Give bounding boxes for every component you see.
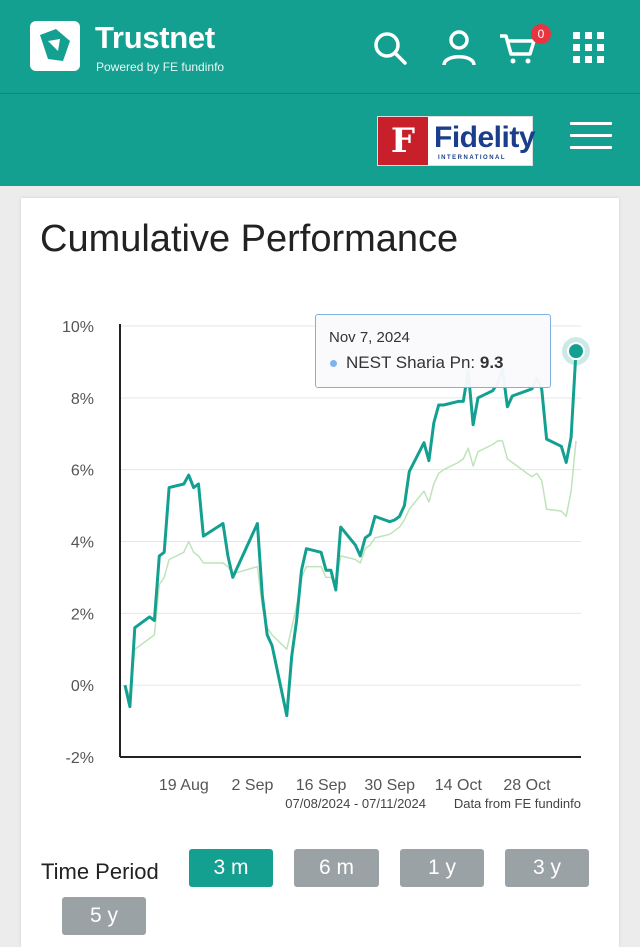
tooltip-value: 9.3	[479, 353, 504, 372]
tooltip-series-label: NEST Sharia Pn: 9.3	[346, 353, 504, 373]
fidelity-logo[interactable]: F Fidelity INTERNATIONAL	[377, 116, 536, 166]
x-tick-label: 30 Sep	[364, 777, 415, 794]
series-line-sector	[124, 440, 577, 697]
time-period-label: Time Period	[41, 859, 159, 884]
cart-count-badge: 0	[531, 24, 551, 44]
fidelity-subtitle: INTERNATIONAL	[438, 155, 507, 161]
section-title: Cumulative Performance	[40, 218, 459, 260]
y-tick-label: 2%	[71, 606, 94, 623]
data-source-label: Data from FE fundinfo	[454, 796, 581, 811]
brand-name[interactable]: Trustnet	[95, 20, 215, 55]
x-tick-label: 28 Oct	[503, 777, 551, 794]
x-tick-label: 16 Sep	[296, 777, 347, 794]
y-tick-label: 6%	[71, 463, 94, 480]
period-button-3m[interactable]: 3 m	[189, 849, 273, 887]
y-tick-label: 4%	[71, 535, 94, 552]
brand-tagline: Powered by FE fundinfo	[96, 60, 225, 74]
x-tick-label: 2 Sep	[232, 777, 274, 794]
x-tick-label: 14 Oct	[435, 777, 483, 794]
y-tick-label: 8%	[71, 391, 94, 408]
tooltip-date: Nov 7, 2024	[329, 329, 410, 346]
y-tick-label: -2%	[66, 750, 94, 767]
search-icon[interactable]	[370, 26, 410, 70]
user-icon[interactable]	[439, 26, 479, 70]
tooltip-series-name: NEST Sharia Pn:	[346, 353, 476, 372]
series-line-main	[123, 351, 578, 718]
header-divider	[0, 93, 640, 94]
fidelity-mark: F	[378, 117, 428, 165]
tooltip-series-dot	[330, 360, 337, 367]
x-tick-label: 19 Aug	[159, 777, 209, 794]
hamburger-menu-icon[interactable]	[570, 122, 612, 154]
y-tick-label: 10%	[62, 319, 94, 336]
period-button-3y[interactable]: 3 y	[505, 849, 589, 887]
y-tick-label: 0%	[71, 678, 94, 695]
date-range-label: 07/08/2024 - 07/11/2024	[285, 796, 426, 811]
apps-grid-icon[interactable]	[569, 26, 609, 70]
trustnet-logo-icon[interactable]	[30, 21, 80, 71]
period-button-6m[interactable]: 6 m	[294, 849, 379, 887]
period-button-5y[interactable]: 5 y	[62, 897, 146, 935]
chart-tooltip: Nov 7, 2024 NEST Sharia Pn: 9.3	[315, 314, 551, 388]
period-button-1y[interactable]: 1 y	[400, 849, 484, 887]
cart-icon[interactable]	[498, 26, 538, 70]
fidelity-wordmark: Fidelity	[434, 121, 536, 154]
highlight-point	[567, 342, 585, 361]
